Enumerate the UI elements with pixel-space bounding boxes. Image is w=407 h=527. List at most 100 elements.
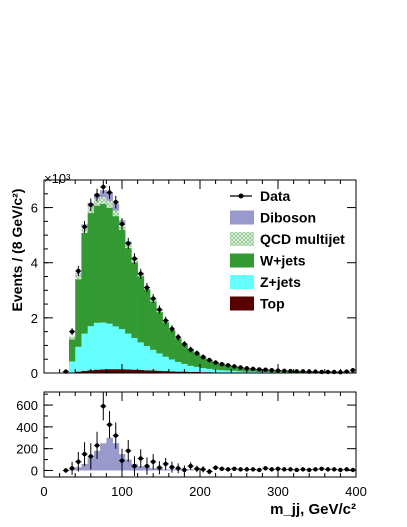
legend-label: Data [260,188,291,204]
x-tick-label: 100 [111,484,133,499]
residual-point [244,467,249,472]
bar-qcd-multijet [93,198,101,206]
bar-top [137,369,145,373]
legend-swatch [230,232,254,246]
bar-w-jets [93,205,101,323]
bar-z-jets [81,333,88,371]
bar-w-jets [150,301,157,350]
y-tick-label: 6 [31,201,38,216]
res-y-tick-label: 0 [31,463,38,478]
bar-diboson [100,190,107,198]
residual-point [319,466,324,472]
residual-diboson-bar [100,443,107,471]
bar-z-jets [112,326,120,370]
residual-point [257,467,262,473]
data-point [107,190,112,195]
bar-w-jets [87,213,95,327]
bar-w-jets [100,203,107,323]
data-point [163,318,168,323]
bar-z-jets [268,372,276,373]
bar-w-jets [125,248,132,334]
residual-point [169,464,175,470]
data-point [138,271,143,276]
bar-qcd-multijet [68,336,76,340]
bar-w-jets [218,364,226,371]
residual-diboson-bar [125,459,132,471]
bar-w-jets [168,330,176,360]
bar-z-jets [200,368,207,373]
residual-point [82,451,87,457]
residual-point [263,466,268,471]
bar-w-jets [175,338,182,362]
legend-label: Diboson [260,210,316,226]
data-point [282,368,287,373]
residual-diboson-bar [93,450,101,471]
residual-point [151,459,156,464]
legend-swatch [230,210,254,225]
data-point [257,367,262,372]
legend: Data Diboson QCD multijet W+jets Z+jets Top [230,188,345,312]
residual-point [188,463,193,469]
residual-point [225,467,231,472]
residual-point [331,467,337,472]
bar-z-jets [181,363,188,372]
bar-w-jets [193,353,201,367]
residual-point [194,466,200,472]
legend-data-marker [238,193,244,199]
residual-point [63,468,69,473]
data-point [126,241,131,246]
residual-point [200,467,206,472]
bar-top [131,369,138,373]
bar-z-jets [87,326,95,371]
x-tick-label: 400 [345,484,367,499]
bar-z-jets [249,371,257,373]
residual-point [144,463,150,469]
data-point [157,307,162,312]
x-tick-label: 300 [267,484,289,499]
data-point [69,329,75,334]
bar-w-jets [349,372,357,373]
bar-w-jets [75,279,82,347]
x-tick-label: 0 [40,484,47,499]
bar-z-jets [218,370,226,373]
data-point [294,369,299,374]
x-tick-label: 200 [189,484,211,499]
residual-point [88,454,94,459]
data-point [182,341,187,347]
bar-top [143,370,151,373]
residual-point [126,448,131,454]
data-point [175,334,181,340]
data-point [250,366,256,372]
residual-point [313,467,318,472]
data-point [194,350,200,356]
bar-top [93,369,101,373]
data-point [238,365,243,370]
bar-z-jets [93,322,101,370]
data-point [200,354,206,360]
bar-z-jets [256,371,263,373]
bar-w-jets [131,262,138,338]
y-axis-exponent: ×10³ [44,171,71,186]
bar-w-jets [212,362,220,370]
data-point [300,369,306,374]
bar-w-jets [231,366,238,371]
bar-top [168,371,176,373]
bar-w-jets [137,276,145,343]
res-y-tick-label: 600 [16,398,38,413]
legend-label: W+jets [260,253,306,269]
residual-diboson-bar [187,469,195,471]
bar-w-jets [106,207,113,324]
bar-w-jets [112,216,120,327]
bar-top [112,369,120,373]
residual-point [338,467,343,473]
bar-z-jets [143,345,151,371]
residual-point [132,463,137,469]
bar-top [75,371,82,373]
bar-z-jets [224,370,232,373]
data-point [188,347,193,352]
y-tick-label: 2 [31,311,38,326]
bar-z-jets [75,346,82,372]
bar-z-jets [175,361,182,372]
data-point [169,326,175,332]
